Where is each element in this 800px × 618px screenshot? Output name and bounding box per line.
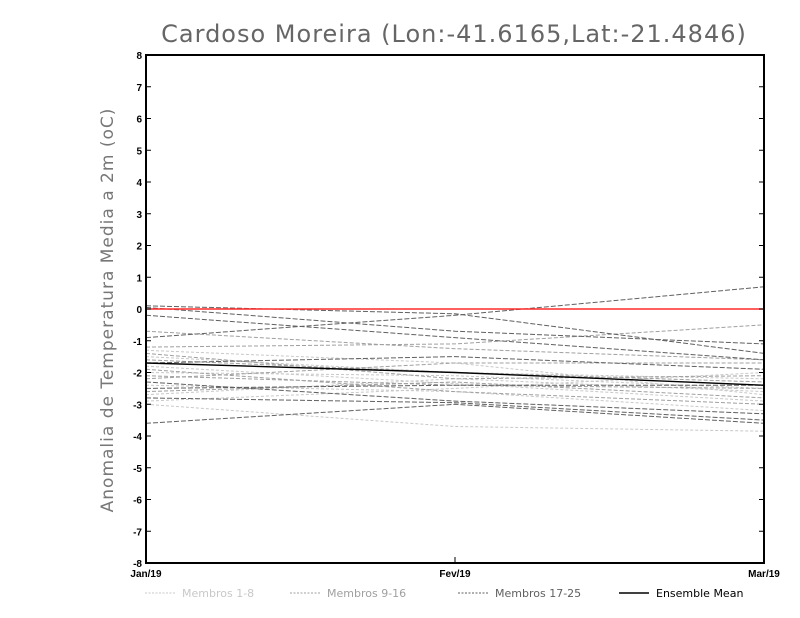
y-axis-label: Anomalia de Temperatura Media a 2m (oC): [98, 108, 118, 513]
y-tick-label: 0: [136, 305, 142, 316]
series-line-membros-17-25-2: [145, 305, 765, 354]
series-layer: [145, 286, 765, 432]
legend-label-membros-9-16: Membros 9-16: [327, 587, 406, 600]
y-tick-label: 1: [136, 273, 142, 284]
y-tick-label: -8: [133, 559, 142, 570]
series-line-membros-9-16-4: [145, 381, 765, 399]
x-tick-label: Fev/19: [439, 569, 471, 580]
series-line-membros-9-16-1: [145, 324, 765, 348]
y-tick-label: -4: [133, 432, 142, 443]
series-line-ensemble-mean-1: [145, 362, 765, 386]
series-line-membros-9-16-5: [145, 368, 765, 405]
series-line-membros-17-25-5: [145, 381, 765, 415]
x-axis-ticks: Jan/19 Fev/19 Mar/19: [130, 557, 780, 580]
y-axis-ticks: 8 7 6 5 4 3 2 1 0 -1 -2 -3 -4 -5 -6 -7 -8: [133, 51, 764, 570]
y-tick-label: 8: [136, 51, 142, 62]
y-tick-label: -2: [133, 369, 142, 380]
y-tick-label: 3: [136, 210, 142, 221]
y-tick-label: -3: [133, 400, 142, 411]
legend-label-membros-1-8: Membros 1-8: [182, 587, 254, 600]
x-tick-label: Jan/19: [130, 569, 162, 580]
series-line-membros-9-16-8: [145, 330, 765, 361]
legend-label-ensemble-mean: Ensemble Mean: [656, 587, 743, 600]
y-tick-label: -7: [133, 527, 142, 538]
series-line-membros-9-16-6: [145, 352, 765, 380]
chart-title: Cardoso Moreira (Lon:-41.6165,Lat:-21.48…: [161, 20, 747, 48]
series-line-membros-17-25-1: [145, 286, 765, 339]
series-line-membros-17-25-8: [145, 306, 765, 345]
y-tick-label: 5: [136, 146, 142, 157]
y-tick-label: -6: [133, 496, 142, 507]
legend: Membros 1-8 Membros 9-16 Membros 17-25 Ense…: [145, 587, 743, 600]
series-line-membros-17-25-6: [145, 356, 765, 370]
series-line-membros-1-8-6: [145, 356, 765, 380]
y-tick-label: 4: [136, 178, 142, 189]
series-line-membros-17-25-9: [145, 397, 765, 421]
series-line-membros-17-25-3: [145, 314, 765, 361]
series-line-membros-1-8-5: [145, 365, 765, 402]
y-tick-label: 2: [136, 242, 142, 253]
series-line-membros-1-8-1: [145, 403, 765, 432]
legend-label-membros-17-25: Membros 17-25: [495, 587, 581, 600]
y-tick-label: 6: [136, 115, 142, 126]
series-line-membros-1-8-8: [145, 349, 765, 396]
series-line-membros-17-25-4: [145, 403, 765, 424]
series-line-membros-1-8-2: [145, 378, 765, 396]
series-line-membros-1-8-4: [145, 372, 765, 389]
series-line-membros-9-16-3: [145, 362, 764, 380]
series-line-membros-1-8-3: [145, 384, 765, 412]
series-line-membros-17-25-7: [145, 384, 764, 389]
series-line-membros-1-8-7: [145, 372, 765, 402]
y-tick-label: -1: [133, 337, 142, 348]
x-tick-label: Mar/19: [748, 569, 780, 580]
y-tick-label: -5: [133, 464, 142, 475]
y-tick-label: 7: [136, 83, 142, 94]
